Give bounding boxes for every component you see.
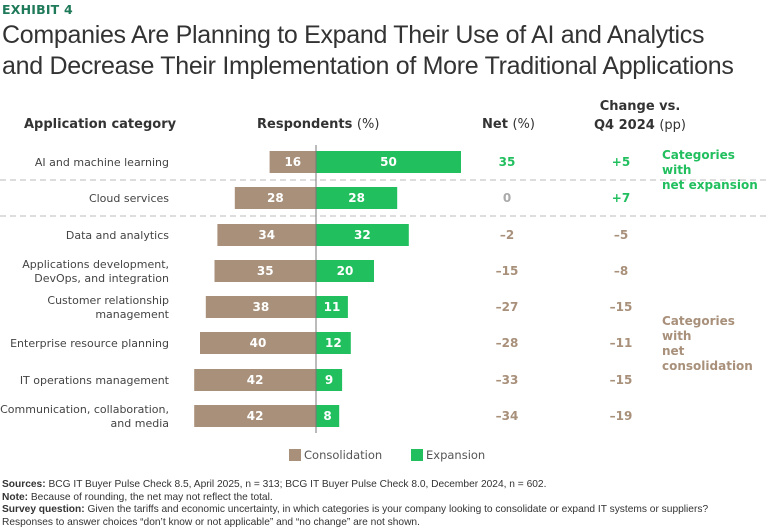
group-label-expansion-line1: Categories with [662,148,735,177]
net-value: –28 [496,336,519,350]
change-value: –11 [610,336,633,350]
change-value: –15 [610,373,633,387]
bar-label-expansion: 12 [325,336,342,350]
net-value: –34 [496,409,519,423]
footnotes: Sources: BCG IT Buyer Pulse Check 8.5, A… [2,479,708,529]
legend-label-expansion: Expansion [426,448,486,462]
bar-expansion [316,260,374,282]
legend-item-consolidation: Consolidation [289,448,382,462]
category-label: AI and machine learning [35,156,169,169]
footnote-responses: Responses to answer choices “don’t know … [2,516,420,528]
survey-text: Given the tariffs and economic uncertain… [87,504,709,515]
header-respondents-label: Respondents [257,117,353,132]
legend-swatch-expansion [411,449,423,461]
footnote-survey: Survey question: Given the tariffs and e… [2,504,708,517]
bar-expansion [316,332,351,354]
sources-label: Sources: [2,479,46,490]
net-value: –27 [496,300,519,314]
survey-label: Survey question: [2,504,85,515]
group-label-expansion: Categories with net expansion [662,148,768,193]
header-respondents-unit: (%) [356,117,380,132]
bar-expansion [316,224,409,246]
change-value: –15 [610,300,633,314]
bar-consolidation [214,260,316,282]
header-category: Application category [24,117,177,132]
bar-expansion [316,151,461,173]
legend-label-consolidation: Consolidation [304,448,383,462]
net-value: 35 [499,155,516,169]
title-line-2: and Decrease Their Implementation of Mor… [2,52,734,80]
bar-consolidation [194,405,316,427]
category-label: Cloud services [89,192,169,205]
bar-label-expansion: 8 [323,409,331,423]
bar-label-consolidation: 35 [257,264,274,278]
chart-plot: AI and machine learning 16 50 35 +5 Cloud ser… [0,145,768,433]
header-respondents: Respondents (%) [257,117,379,132]
sources-text: BCG IT Buyer Pulse Check 8.5, April 2025… [48,479,547,490]
net-value: –15 [496,264,519,278]
title-line-1: Companies Are Planning to Expand Their U… [2,21,705,49]
bar-consolidation [194,369,316,391]
change-value: –19 [610,409,633,423]
bar-label-expansion: 9 [325,373,333,387]
bar-consolidation [217,224,316,246]
net-value: 0 [503,191,511,205]
legend-item-expansion: Expansion [411,448,485,462]
header-net: Net (%) [482,117,535,132]
bar-label-expansion: 50 [380,155,397,169]
chart-title: Companies Are Planning to Expand Their U… [2,20,734,82]
exhibit-label: EXHIBIT 4 [2,2,73,17]
bar-label-consolidation: 38 [253,300,270,314]
header-change: Change vs. Q4 2024 (pp) [580,97,700,135]
bar-label-consolidation: 28 [267,191,284,205]
legend-swatch-consolidation [289,449,301,461]
bar-expansion [316,369,343,391]
category-label: Enterprise resource planning [10,337,169,350]
group-label-consolidation-line2: net consolidation [662,344,753,373]
bar-expansion [316,187,398,209]
bar-label-consolidation: 16 [284,155,301,169]
bar-label-expansion: 32 [354,228,371,242]
bar-expansion [316,296,348,318]
group-label-consolidation: Categories with net consolidation [662,314,768,374]
category-label: Communication, collaboration, and media [0,403,169,430]
bar-consolidation [205,296,316,318]
footnote-sources: Sources: BCG IT Buyer Pulse Check 8.5, A… [2,479,708,492]
net-value: –33 [496,373,519,387]
bar-label-expansion: 11 [324,300,341,314]
header-change-line2: Q4 2024 [594,118,655,133]
bar-label-consolidation: 42 [247,373,264,387]
change-value: –5 [614,228,628,242]
net-value: –2 [500,228,514,242]
note-label: Note: [2,491,29,503]
group-label-expansion-line2: net expansion [662,178,758,192]
bar-label-expansion: 20 [337,264,354,278]
bar-consolidation [234,187,316,209]
bar-consolidation [269,151,316,173]
category-label: IT operations management [20,374,170,387]
header-net-unit: (%) [512,117,535,132]
bar-label-expansion: 28 [348,191,365,205]
note-text: Because of rounding, the net may not ref… [30,491,273,503]
bar-label-consolidation: 40 [250,336,267,350]
category-label: Data and analytics [66,229,169,242]
change-value: +7 [612,191,630,205]
bar-label-consolidation: 34 [258,228,275,242]
header-net-label: Net [482,117,508,132]
bar-consolidation [200,332,316,354]
category-label: Customer relationship management [47,294,169,321]
category-label: Applications development, DevOps, and int… [22,258,169,285]
header-change-unit: (pp) [659,118,686,133]
header-change-line1: Change vs. [599,99,681,114]
bar-label-consolidation: 42 [247,409,264,423]
footnote-note: Note: Because of rounding, the net may n… [2,492,708,505]
bar-expansion [316,405,340,427]
change-value: +5 [612,155,630,169]
change-value: –8 [614,264,628,278]
group-label-consolidation-line1: Categories with [662,314,735,343]
